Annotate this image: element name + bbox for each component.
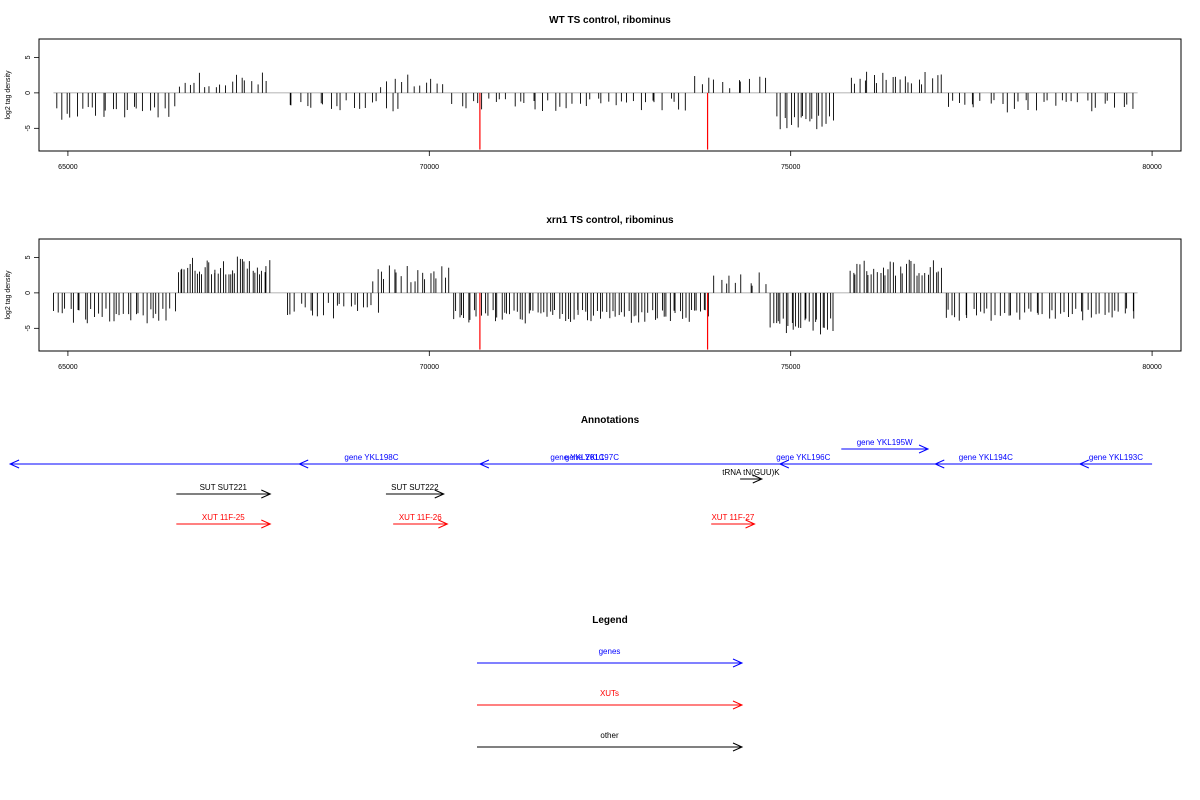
y-tick-label: 0 <box>25 91 32 95</box>
feature-gene-ykl198c: gene YKL198C <box>297 453 444 469</box>
xrn1-axes: 65000 70000 75000 80000 -5 0 5 <box>25 255 1162 371</box>
arrow-head <box>732 700 744 710</box>
legend-title: Legend <box>592 615 628 626</box>
feature-label: gene YKL195W <box>857 438 913 447</box>
feature-label: gene YKL198C <box>344 453 398 462</box>
arrow-head <box>752 474 764 484</box>
xrn1-plot-frame <box>38 238 1182 352</box>
feature-label: gene YKL194C <box>959 453 1013 462</box>
arrow-head <box>1078 459 1090 469</box>
y-tick-label: 5 <box>25 255 32 259</box>
y-tick-label: -5 <box>25 125 32 131</box>
legend-item-xuts: XUTs <box>477 689 744 710</box>
xrn1-highlight-bars <box>479 292 709 350</box>
legend-label: other <box>600 731 619 740</box>
xrn1-y-axis-label: log2 tag density <box>5 270 12 320</box>
feature-label: XUT 11F-27 <box>711 513 754 522</box>
xrn1-bars <box>53 256 1138 335</box>
wt-panel: WT TS control, ribominus log2 tag densit… <box>5 15 1182 171</box>
feature-gene-ykl196c: gene YKL196C <box>776 453 831 469</box>
arrow-head <box>778 459 790 469</box>
x-tick-label: 80000 <box>1142 364 1162 371</box>
arrow-head <box>732 742 744 752</box>
feature-gene-ykl197c: gene YKL197C <box>478 453 704 469</box>
feature-label: gene YKL193C <box>1089 453 1143 462</box>
feature-label: SUT SUT221 <box>200 483 248 492</box>
y-tick-label: 5 <box>25 55 32 59</box>
wt-y-axis-label: log2 tag density <box>5 70 12 120</box>
feature-label: gene YKL201C <box>550 453 604 462</box>
legend-section: Legend genes XUTs other <box>477 615 744 752</box>
feature-trna-tn-guu-k: tRNA tN(GUU)K <box>722 468 780 484</box>
annotations-title: Annotations <box>581 415 640 426</box>
wt-axes: 65000 70000 75000 80000 -5 0 5 <box>25 55 1162 171</box>
arrow-head <box>918 444 930 454</box>
legend-items: genes XUTs other <box>477 647 744 752</box>
feature-label: gene YKL196C <box>776 453 830 462</box>
arrow-head <box>478 459 490 469</box>
annotation-features: gene YKL201C gene YKL198C gene YKL197C gene… <box>8 438 1153 529</box>
feature-xut-11f-25: XUT 11F-25 <box>176 513 272 529</box>
wt-bars <box>53 71 1138 130</box>
wt-panel-title: WT TS control, ribominus <box>549 15 671 26</box>
arrow-head <box>261 489 272 499</box>
legend-item-other: other <box>477 731 744 752</box>
xrn1-panel: xrn1 TS control, ribominus log2 tag dens… <box>5 215 1182 371</box>
arrow-head <box>732 658 744 668</box>
wt-highlight-bars <box>479 92 709 150</box>
feature-label: XUT 11F-26 <box>399 513 442 522</box>
arrow-head <box>434 489 445 499</box>
feature-label: gene YKL197C <box>565 453 619 462</box>
xrn1-panel-title: xrn1 TS control, ribominus <box>546 215 674 226</box>
x-tick-label: 70000 <box>420 364 440 371</box>
feature-label: tRNA tN(GUU)K <box>722 468 780 477</box>
x-tick-label: 75000 <box>781 364 801 371</box>
arrow-head <box>297 459 309 469</box>
legend-label: XUTs <box>600 689 619 698</box>
feature-gene-ykl194c: gene YKL194C <box>934 453 1037 469</box>
y-tick-label: -5 <box>25 325 32 331</box>
feature-label: XUT 11F-25 <box>202 513 245 522</box>
arrow-head <box>8 459 20 469</box>
feature-sut-sut221: SUT SUT221 <box>176 483 272 499</box>
feature-xut-11f-26: XUT 11F-26 <box>393 513 449 529</box>
y-tick-label: 0 <box>25 291 32 295</box>
x-tick-label: 75000 <box>781 164 801 171</box>
feature-gene-ykl193c: gene YKL193C <box>1078 453 1153 469</box>
wt-plot-frame <box>38 38 1182 152</box>
feature-gene-ykl195w: gene YKL195W <box>841 438 930 454</box>
x-tick-label: 65000 <box>58 164 78 171</box>
arrow-head <box>438 519 449 529</box>
legend-label: genes <box>599 647 621 656</box>
legend-item-genes: genes <box>477 647 744 668</box>
x-tick-label: 80000 <box>1142 164 1162 171</box>
arrow-head <box>934 459 945 469</box>
arrow-head <box>745 519 756 529</box>
x-tick-label: 70000 <box>420 164 440 171</box>
feature-xut-11f-27: XUT 11F-27 <box>711 513 756 529</box>
arrow-head <box>261 519 272 529</box>
x-tick-label: 65000 <box>58 364 78 371</box>
feature-label: SUT SUT222 <box>391 483 439 492</box>
feature-sut-sut222: SUT SUT222 <box>385 483 445 499</box>
